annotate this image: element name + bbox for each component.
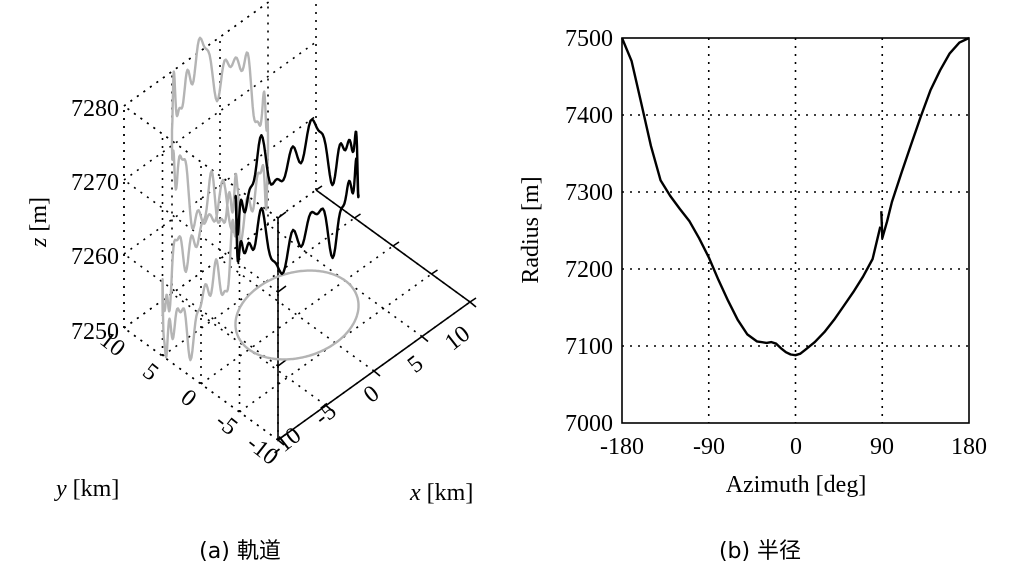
y-tick [392,241,400,247]
radius-series [620,36,970,357]
x-tick [373,370,381,377]
trajectory-line [234,118,360,276]
z-tick-label: 7250 [71,319,119,345]
y-tick-label: 7200 [565,257,613,283]
trajectory-3d-panel: 7250 7260 7270 7280 10 5 0 -5 -10 -10 -5… [26,0,477,564]
y-tick-label: 7500 [565,26,613,52]
y-tick-label: 7300 [565,180,613,206]
y-tick [431,269,438,275]
y-tick [354,213,361,219]
radius-grid [622,38,969,423]
radius-line [880,36,970,240]
radius-panel: 7000 7100 7200 7300 7400 7500 -180 -90 0… [518,26,987,564]
y-tick-label: 0 [176,385,201,413]
x-axis-label: Azimuth [deg] [726,472,867,498]
y-axis-label: y [km] [54,476,119,502]
z-tick [277,211,287,219]
y-tick-label: -5 [210,408,242,441]
y-axis-label: Radius [m] [518,176,544,283]
z-tick [277,359,287,367]
y-tick-label: 7400 [565,103,613,129]
z-tick-label: 7260 [71,244,119,270]
z-tick-label: 7280 [71,96,119,122]
x-tick-label: -180 [600,434,644,460]
z-axis-unit: [m] [26,197,52,232]
y-axis-unit: [km] [73,476,120,502]
x-tick-label: -90 [693,434,725,460]
radius-plot-frame [621,37,970,424]
z-tick [277,433,287,441]
z-tick [277,285,287,293]
left-wall-projection-line [161,169,241,362]
x-axis-unit: [km] [427,480,474,506]
y-axis-variable: y [54,476,67,502]
y-tick [469,297,477,303]
x-tick-label: 0 [359,381,384,409]
x-tick-label: 5 [403,351,428,379]
x-axis-label: x [km] [409,480,473,506]
radius-line [620,37,882,357]
y-tick-label: 5 [138,359,163,387]
x-tick [325,404,333,412]
x-tick [277,439,285,446]
z-axis-label: z [m] [26,197,52,248]
trajectory-3d-series [161,36,360,362]
x-axis-variable: x [409,480,421,506]
x-tick-label: 0 [790,434,802,460]
caption-a: (a) 軌道 [199,539,281,564]
x-tick-label: 10 [440,321,475,356]
x-tick-label: 180 [951,434,987,460]
x-tick-label: 90 [870,434,894,460]
y-tick-label: 7000 [565,411,613,437]
y-tick [315,185,323,191]
x-tick [469,301,477,308]
floor-projection-line [234,269,360,361]
y-tick-label: 7100 [565,334,613,360]
wall-gridline [123,41,317,181]
right-wall-projection-line [170,36,270,245]
z-tick-label: 7270 [71,170,119,196]
x-tick-label: -5 [310,398,342,431]
z-axis-variable: z [26,237,52,248]
x-tick [421,335,429,343]
caption-b: (b) 半径 [719,539,801,564]
